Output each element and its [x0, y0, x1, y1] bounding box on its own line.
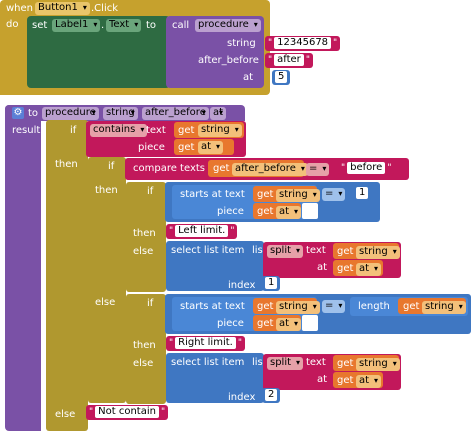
to-label: to — [146, 20, 157, 31]
set-label: set — [32, 20, 48, 31]
proc-to-label: to — [28, 108, 39, 119]
inner-else-label: else — [95, 297, 116, 308]
split-dropdown-1[interactable]: split — [267, 245, 304, 258]
arg-at-label: at — [243, 72, 254, 83]
if-block-compare[interactable] — [88, 157, 126, 403]
number-literal-1[interactable]: 1 — [353, 186, 372, 201]
get-at-dropdown-4[interactable]: at — [276, 318, 302, 331]
if-block-outer[interactable] — [46, 120, 88, 431]
string-literal-before[interactable]: " before " — [338, 161, 395, 176]
get-string-dropdown-5[interactable]: string — [422, 301, 466, 314]
number-literal-1-index[interactable]: 1 — [262, 276, 281, 291]
select-list-item-label: select list item — [171, 245, 245, 256]
string-literal-left-limit[interactable]: " Left limit. " — [166, 224, 238, 239]
param-at[interactable]: at — [210, 107, 227, 120]
set-target-dropdown[interactable]: Label1 — [52, 19, 101, 32]
gear-icon[interactable]: ⚙ — [12, 107, 24, 119]
call-label: call — [172, 20, 190, 31]
get-at-dropdown-2[interactable]: at — [276, 206, 302, 219]
number-literal-2-index[interactable]: 2 — [262, 388, 281, 403]
compare-op-dropdown[interactable]: = — [306, 163, 330, 176]
get-string-dropdown-3[interactable]: string — [356, 246, 400, 259]
number-literal-5[interactable]: 5 — [272, 70, 291, 85]
select-list-item-block-2[interactable] — [166, 353, 264, 403]
string-literal-not-contain[interactable]: " Not contain " — [86, 405, 169, 420]
procedure-name-field[interactable]: procedure — [42, 107, 99, 120]
contains-dropdown[interactable]: contains — [90, 124, 148, 137]
get-string-dropdown-6[interactable]: string — [356, 358, 400, 371]
component-dropdown[interactable]: Button1 — [35, 2, 90, 15]
string-literal-after[interactable]: " after " — [265, 53, 313, 68]
set-property-dropdown[interactable]: Text — [106, 19, 142, 32]
get-after-before-dropdown[interactable]: after_before — [232, 163, 308, 176]
equals-op-dropdown-left[interactable]: = — [322, 188, 346, 201]
param-after-before[interactable]: after_before — [142, 107, 209, 120]
starts-at-label: starts at — [180, 189, 222, 200]
select-list-item-block-1[interactable] — [166, 241, 264, 291]
get-at-dropdown-3[interactable]: at — [356, 263, 382, 276]
do-label: do — [6, 19, 19, 30]
split-dropdown-2[interactable]: split — [267, 357, 304, 370]
if-block-right[interactable] — [126, 294, 166, 404]
get-string-dropdown-4[interactable]: string — [276, 301, 320, 314]
arg-after-before-label: after_before — [198, 55, 259, 66]
string-literal-right-limit[interactable]: " Right limit. " — [166, 336, 245, 351]
param-string[interactable]: string — [103, 107, 138, 120]
arg-string-label: string — [227, 38, 256, 49]
get-string-dropdown-2[interactable]: string — [276, 189, 320, 202]
equals-op-dropdown-right[interactable]: = — [322, 300, 346, 313]
result-label: result — [12, 125, 41, 136]
compare-texts-label: compare texts — [133, 163, 206, 174]
outer-then-label: then — [55, 159, 78, 170]
string-literal-12345678[interactable]: " 12345678 " — [265, 36, 341, 51]
get-at-dropdown-6[interactable]: at — [356, 375, 382, 388]
length-label: length — [358, 301, 390, 312]
contains-text-label: text — [146, 125, 166, 136]
contains-piece-label: piece — [138, 142, 165, 153]
call-procedure-dropdown[interactable]: procedure — [195, 19, 261, 32]
when-label: when — [6, 3, 34, 14]
outer-else-label: else — [55, 409, 76, 420]
get-string-dropdown[interactable]: string — [198, 124, 242, 137]
if-block-left[interactable] — [126, 182, 166, 292]
event-name-label: .Click — [91, 3, 119, 14]
outer-if-label: if — [70, 125, 77, 136]
get-at-dropdown[interactable]: at — [198, 141, 224, 154]
inner-then-label: then — [95, 185, 118, 196]
